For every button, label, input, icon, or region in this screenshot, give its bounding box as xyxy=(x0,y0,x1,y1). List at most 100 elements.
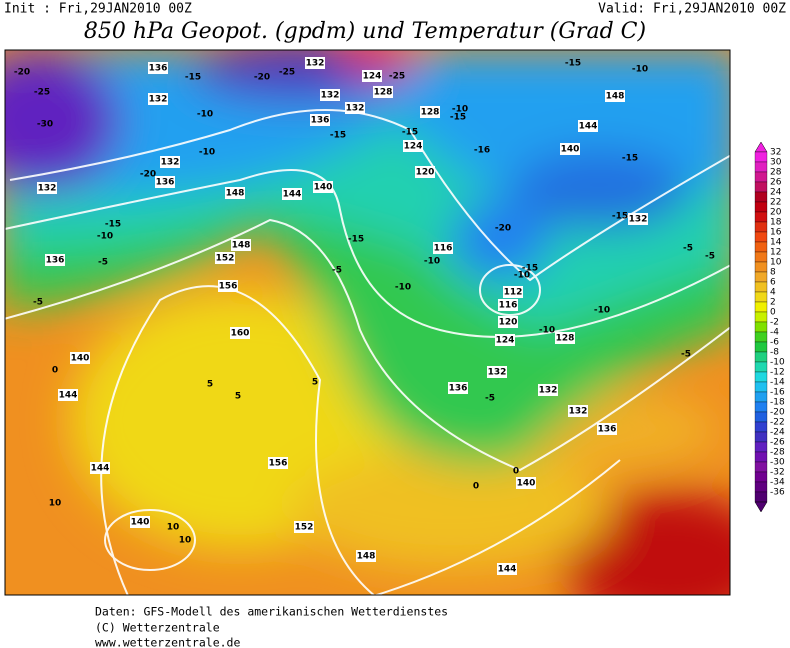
temperature-label: -25 xyxy=(389,72,405,82)
colorbar-label: -24 xyxy=(770,428,785,438)
geopotential-label: 116 xyxy=(499,301,518,311)
colorbar-label: 20 xyxy=(770,208,782,218)
colorbar-label: -4 xyxy=(770,328,779,338)
geopotential-label: 148 xyxy=(226,189,245,199)
label-box xyxy=(70,352,90,364)
label-box xyxy=(373,86,393,98)
geopotential-label: 132 xyxy=(569,407,588,417)
temperature-label: 10 xyxy=(179,536,192,546)
label-box xyxy=(403,140,423,152)
geopotential-label: 132 xyxy=(161,158,180,168)
colorbar-swatch xyxy=(754,491,768,503)
label-box xyxy=(516,477,536,489)
colorbar-label: -28 xyxy=(770,448,785,458)
colorbar-label: -2 xyxy=(770,318,779,328)
temperature-label: -10 xyxy=(199,148,215,158)
geopotential-label: 132 xyxy=(346,104,365,114)
temperature-label: 5 xyxy=(235,392,241,402)
geopotential-label: 132 xyxy=(321,91,340,101)
colorbar-swatch xyxy=(754,481,768,493)
geopotential-label: 144 xyxy=(579,122,598,132)
geopotential-label: 144 xyxy=(283,190,302,200)
temperature-label: -5 xyxy=(332,266,342,276)
geopotential-label: 160 xyxy=(231,329,250,339)
geopotential-label: 128 xyxy=(374,88,393,98)
temperature-label: 0 xyxy=(473,482,479,492)
colorbar-swatch xyxy=(754,221,768,233)
map-title: 850 hPa Geopot. (gpdm) und Temperatur (G… xyxy=(84,19,646,44)
colorbar-label: 12 xyxy=(770,248,781,258)
label-box xyxy=(415,166,435,178)
colorbar-swatch xyxy=(754,291,768,303)
colorbar-swatch xyxy=(754,371,768,383)
geopotential-label: 124 xyxy=(363,72,382,82)
geopotential-label: 136 xyxy=(156,178,175,188)
colorbar-label: 6 xyxy=(770,278,776,288)
colorbar-swatch xyxy=(754,231,768,243)
geopotential-label: 136 xyxy=(311,116,330,126)
label-box xyxy=(305,57,325,69)
label-box xyxy=(498,316,518,328)
colorbar-label: 28 xyxy=(770,168,782,178)
label-box xyxy=(160,156,180,168)
label-box xyxy=(130,516,150,528)
geopotential-label: 140 xyxy=(71,354,90,364)
colorbar-label: -10 xyxy=(770,358,785,368)
label-box xyxy=(495,334,515,346)
colorbar-label: -32 xyxy=(770,468,785,478)
colorbar-label: 26 xyxy=(770,178,782,188)
colorbar-swatch xyxy=(754,411,768,423)
geopotential-label: 136 xyxy=(149,64,168,74)
label-box xyxy=(503,286,523,298)
temperature-label: -15 xyxy=(185,73,201,83)
label-box xyxy=(90,462,110,474)
temperature-label: 10 xyxy=(49,499,62,509)
colorbar-swatch xyxy=(754,171,768,183)
temperature-label: -15 xyxy=(522,264,538,274)
colorbar-swatch xyxy=(754,361,768,373)
temperature-label: -5 xyxy=(683,244,693,254)
temperature-label: -20 xyxy=(14,68,30,78)
temperature-label: -5 xyxy=(33,298,43,308)
geopotential-label: 144 xyxy=(59,391,78,401)
colorbar-label: -16 xyxy=(770,388,785,398)
geopotential-label: 156 xyxy=(269,459,288,469)
label-box xyxy=(356,550,376,562)
temperature-label: -15 xyxy=(330,131,346,141)
colorbar-swatch xyxy=(754,341,768,353)
map-field xyxy=(5,50,730,595)
valid-time: Valid: Fri,29JAN2010 00Z xyxy=(598,2,786,17)
temperature-label: -5 xyxy=(98,258,108,268)
colorbar-label: -30 xyxy=(770,458,785,468)
label-box xyxy=(231,239,251,251)
colorbar-swatch xyxy=(754,191,768,203)
temperature-label: -10 xyxy=(594,306,610,316)
footer-url: www.wetterzentrale.de xyxy=(95,636,240,648)
colorbar-label: 22 xyxy=(770,198,781,208)
label-box xyxy=(362,70,382,82)
label-box xyxy=(310,114,330,126)
geopotential-label: 136 xyxy=(46,256,65,266)
temperature-label: -5 xyxy=(681,350,691,360)
temperature-label: -10 xyxy=(424,257,440,267)
geopotential-label: 120 xyxy=(499,318,518,328)
colorbar-swatch xyxy=(754,471,768,483)
temperature-label: -15 xyxy=(105,220,121,230)
temperature-label: 10 xyxy=(167,523,180,533)
label-box xyxy=(268,457,288,469)
colorbar-swatch xyxy=(754,311,768,323)
label-box xyxy=(155,176,175,188)
colorbar-swatch xyxy=(754,211,768,223)
temperature-label: -20 xyxy=(140,170,156,180)
temperature-label: -25 xyxy=(279,68,295,78)
label-box xyxy=(498,299,518,311)
geopotential-label: 140 xyxy=(314,183,333,193)
temperature-label: -30 xyxy=(37,120,53,130)
label-box xyxy=(487,366,507,378)
temperature-label: 0 xyxy=(513,467,519,477)
geopotential-label: 148 xyxy=(357,552,376,562)
colorbar-swatch xyxy=(754,201,768,213)
geopotential-label: 112 xyxy=(504,288,523,298)
label-box xyxy=(433,242,453,254)
